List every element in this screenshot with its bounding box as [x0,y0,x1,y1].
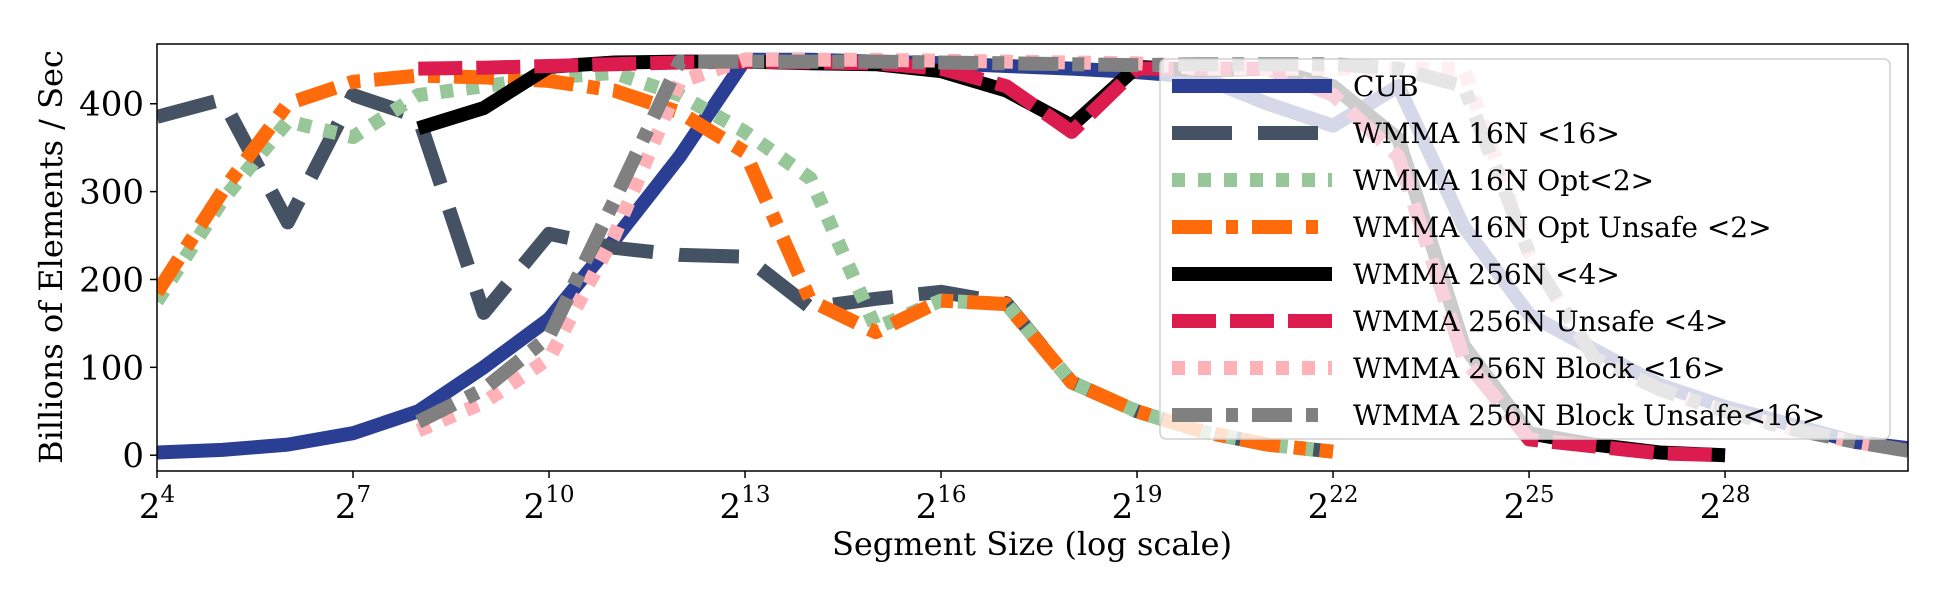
x-tick-label: 213 [720,482,771,527]
x-tick-label: 222 [1308,482,1359,527]
x-tick-label: 219 [1112,482,1163,527]
x-tick-exponent: 10 [545,482,574,508]
x-tick-base: 2 [1308,487,1330,527]
legend-item: WMMA 256N <4> [1172,258,1620,291]
x-tick-base: 2 [1504,487,1526,527]
series-line-3 [157,66,1334,459]
x-tick-base: 2 [720,487,742,527]
x-tick-base: 2 [335,487,357,527]
legend-label: WMMA 256N Block <16> [1353,352,1726,385]
legend-box [1159,58,1891,440]
legend-label: WMMA 256N Unsafe <4> [1353,305,1728,338]
legend-label: CUB [1353,70,1419,103]
x-tick-label: 210 [524,482,575,527]
x-tick-base: 2 [139,487,161,527]
legend-item: WMMA 16N Opt<2> [1172,164,1654,197]
x-tick-base: 2 [1700,487,1722,527]
legend-item: WMMA 256N Block <16> [1172,352,1726,385]
x-tick-exponent: 16 [937,482,966,508]
x-tick-label: 216 [916,482,967,527]
x-tick-exponent: 25 [1525,482,1554,508]
x-tick-label: 24 [139,482,175,527]
y-tick-label: 200 [79,260,144,300]
legend-item: CUB [1172,70,1419,103]
x-axis-title: Segment Size (log scale) [832,525,1232,563]
legend: CUB WMMA 16N <16> WMMA 16N Opt<2> WMMA 16N … [1159,58,1891,440]
y-tick-label: 0 [122,436,144,476]
y-tick-label: 400 [79,85,144,125]
x-tick-label: 228 [1700,482,1751,527]
x-tick-base: 2 [916,487,938,527]
y-tick-label: 300 [79,173,144,213]
legend-label: WMMA 256N Block Unsafe<16> [1353,399,1825,432]
x-tick-label: 27 [335,482,371,527]
legend-label: WMMA 16N Opt<2> [1353,164,1654,197]
x-tick-label: 225 [1504,482,1555,527]
x-tick-exponent: 7 [357,482,372,508]
x-tick-exponent: 22 [1329,482,1358,508]
legend-item: WMMA 16N <16> [1172,117,1620,150]
y-axis-title: Billions of Elements / Sec [32,50,70,464]
y-tick-label: 100 [79,348,144,388]
legend-label: WMMA 16N Opt Unsafe <2> [1353,211,1772,244]
legend-item: WMMA 256N Unsafe <4> [1172,305,1728,338]
x-tick-exponent: 13 [741,482,770,508]
legend-item: WMMA 16N Opt Unsafe <2> [1172,211,1772,244]
y-axis: 0 100 200 300 400 [79,85,157,476]
x-tick-exponent: 19 [1133,482,1162,508]
legend-label: WMMA 256N <4> [1353,258,1620,291]
legend-item: WMMA 256N Block Unsafe<16> [1172,399,1825,432]
legend-label: WMMA 16N <16> [1353,117,1620,150]
plot-frame [156,43,1909,472]
series-line-4 [157,68,1334,459]
x-axis: 24 27 210 213 216 219 222 225 228 [139,471,1751,527]
x-tick-exponent: 4 [161,482,176,508]
series-line-2 [157,88,1334,459]
x-tick-base: 2 [524,487,546,527]
series-line-6 [418,54,1726,463]
x-tick-base: 2 [1112,487,1134,527]
x-tick-exponent: 28 [1721,482,1750,508]
